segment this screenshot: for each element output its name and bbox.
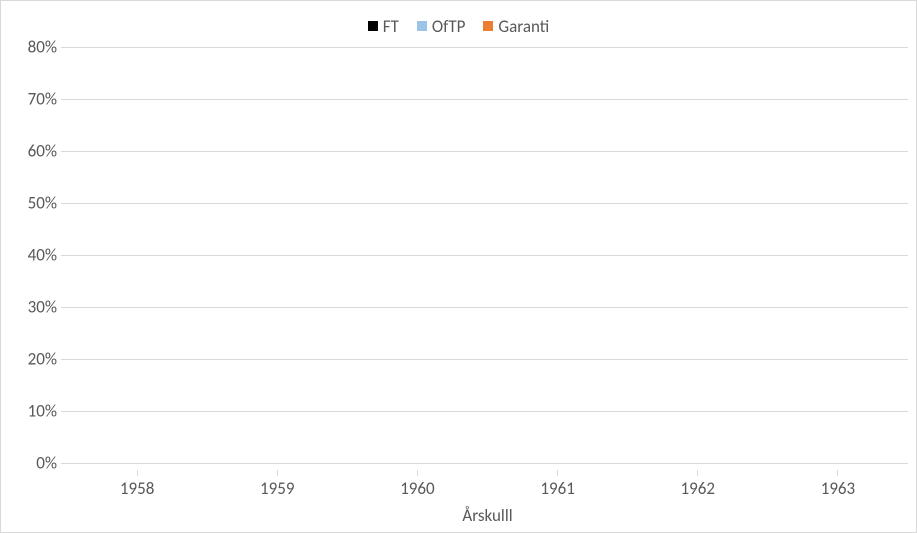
plot-area: 0%10%20%30%40%50%60%70%80%: [67, 47, 908, 464]
y-tick-label: 30%: [0, 297, 57, 318]
x-tick: 1959: [207, 470, 347, 499]
y-tick-label: 10%: [0, 401, 57, 422]
legend-item-oftp: OfTP: [417, 16, 466, 37]
y-tick-mark: [61, 99, 67, 100]
gridline: [67, 463, 908, 464]
legend-swatch-garanti: [483, 21, 493, 31]
plot-and-x: 0%10%20%30%40%50%60%70%80% 1958195919601…: [67, 47, 908, 524]
y-tick-label: 70%: [0, 89, 57, 110]
bars-row: [67, 47, 908, 463]
x-tick: 1960: [347, 470, 487, 499]
bar-slot: [207, 47, 347, 463]
legend-swatch-ft: [368, 21, 378, 31]
y-tick-label: 20%: [0, 349, 57, 370]
x-tick-label: 1958: [67, 478, 207, 499]
x-ticks: 195819591960196119621963: [67, 464, 908, 499]
y-tick-mark: [61, 47, 67, 48]
y-tick-label: 50%: [0, 193, 57, 214]
bar-slot: [347, 47, 487, 463]
x-tick: 1962: [628, 470, 768, 499]
y-tick-label: 80%: [0, 37, 57, 58]
x-tick-mark: [837, 470, 838, 476]
x-axis: 195819591960196119621963 Årskulll: [67, 464, 908, 524]
bar-slot: [488, 47, 628, 463]
x-tick-mark: [277, 470, 278, 476]
y-tick-label: 60%: [0, 141, 57, 162]
y-tick-mark: [61, 411, 67, 412]
y-tick-label: 0%: [0, 453, 57, 474]
y-tick-label: 40%: [0, 245, 57, 266]
x-tick-mark: [417, 470, 418, 476]
y-tick-mark: [61, 203, 67, 204]
x-tick: 1963: [768, 470, 908, 499]
x-tick: 1961: [488, 470, 628, 499]
stacked-bar-chart: FT OfTP Garanti 0%10%20%30%40%50%60%70%8…: [0, 0, 917, 533]
x-axis-title: Årskulll: [67, 505, 908, 526]
bar-slot: [628, 47, 768, 463]
y-tick-mark: [61, 359, 67, 360]
legend-label-garanti: Garanti: [498, 16, 549, 37]
x-tick-mark: [697, 470, 698, 476]
legend-swatch-oftp: [417, 21, 427, 31]
bar-slot: [67, 47, 207, 463]
x-tick-mark: [137, 470, 138, 476]
y-tick-mark: [61, 255, 67, 256]
x-tick-label: 1960: [347, 478, 487, 499]
y-tick-mark: [61, 151, 67, 152]
x-tick-label: 1963: [768, 478, 908, 499]
legend: FT OfTP Garanti: [9, 9, 908, 43]
y-tick-mark: [61, 463, 67, 464]
bar-slot: [768, 47, 908, 463]
x-tick-label: 1959: [207, 478, 347, 499]
legend-item-ft: FT: [368, 16, 399, 37]
legend-label-ft: FT: [383, 16, 399, 37]
legend-item-garanti: Garanti: [483, 16, 549, 37]
x-tick-label: 1961: [488, 478, 628, 499]
x-tick: 1958: [67, 470, 207, 499]
legend-label-oftp: OfTP: [432, 16, 466, 37]
x-tick-label: 1962: [628, 478, 768, 499]
plot-wrap: 0%10%20%30%40%50%60%70%80% 1958195919601…: [9, 47, 908, 524]
x-tick-mark: [557, 470, 558, 476]
y-tick-mark: [61, 307, 67, 308]
